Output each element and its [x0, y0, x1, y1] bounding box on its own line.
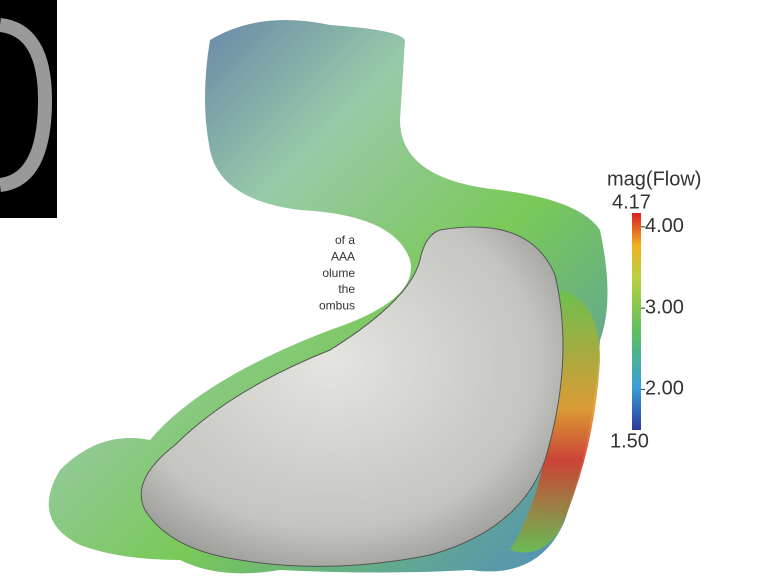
- aneurysm-model: [49, 20, 608, 573]
- colorbar-max-label: 4.17: [612, 191, 651, 213]
- caption: of a AAA olume the ombus: [319, 233, 355, 312]
- page: of a AAA olume the ombus mag(Flow)4.17 1.50 2.…: [0, 0, 781, 586]
- colorbar-tick-label: 2.00: [645, 378, 684, 400]
- figure: of a AAA olume the ombus mag(Flow)4.17 1.50 2.…: [0, 0, 781, 586]
- colorbar-tick-label: 4.00: [645, 215, 684, 237]
- caption-line: of a: [335, 233, 355, 247]
- caption-line: olume: [322, 266, 355, 280]
- colorbar-labels: mag(Flow)4.17 1.50 2.00 3.00 4.00: [607, 168, 701, 452]
- colorbar: [632, 213, 641, 430]
- colorbar-title: mag(Flow): [607, 168, 701, 190]
- caption-line: the: [338, 282, 355, 296]
- colorbar-min-label: 1.50: [610, 430, 649, 452]
- colorbar-tick-label: 3.00: [645, 296, 684, 318]
- caption-line: ombus: [319, 298, 355, 312]
- caption-line: AAA: [331, 249, 355, 263]
